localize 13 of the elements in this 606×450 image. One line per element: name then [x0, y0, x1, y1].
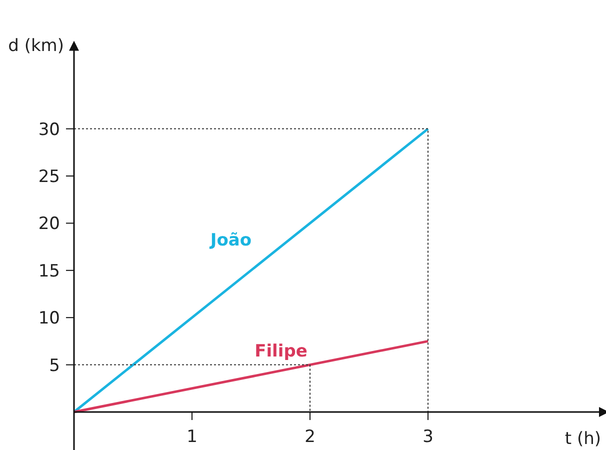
- y-tick-label: 10: [38, 308, 60, 329]
- y-tick-label: 25: [38, 167, 60, 187]
- x-axis-title: t (h): [564, 429, 601, 449]
- y-tick-label: 30: [38, 120, 60, 140]
- x-tick-label: 2: [304, 427, 316, 447]
- y-tick-label: 20: [38, 214, 60, 234]
- y-tick-label: 5: [49, 356, 60, 376]
- x-tick-label: 1: [186, 427, 198, 447]
- y-tick-label: 15: [38, 261, 60, 282]
- series-label: João: [209, 230, 252, 250]
- y-axis-title: d (km): [8, 36, 64, 56]
- series-label: Filipe: [254, 342, 308, 362]
- x-tick-label: 3: [422, 427, 434, 447]
